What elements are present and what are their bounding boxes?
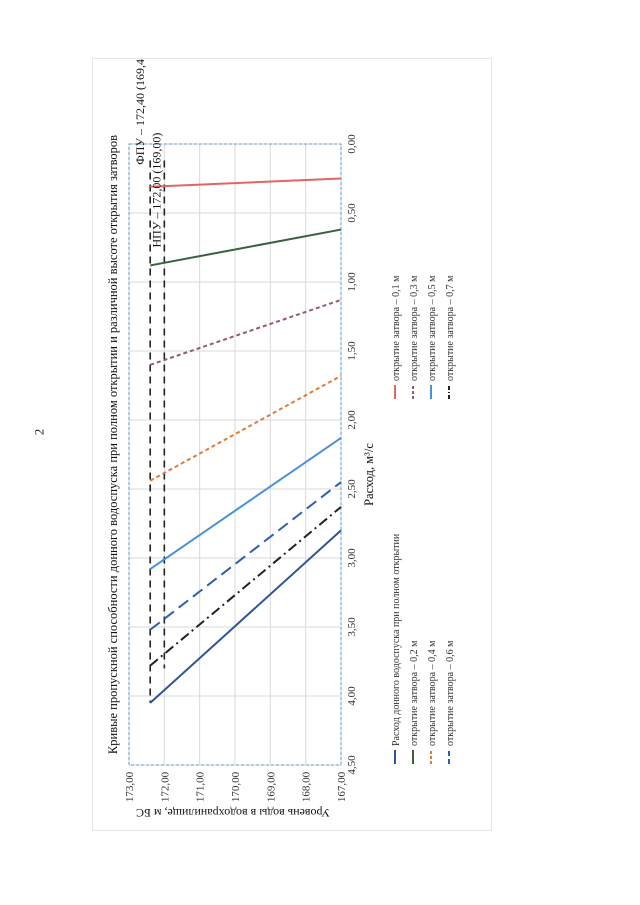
chart: 0,00 0,50 1,00 1,50 2,00 2,50 3,00 3,50 4,00 4,50… <box>106 59 456 820</box>
series-group <box>149 177 342 704</box>
y-tick-label: 172,00 <box>159 771 171 802</box>
reference-lines <box>149 160 166 703</box>
chart-text: 0,00 0,50 1,00 1,50 2,00 2,50 3,00 3,50 4,00 4,50… <box>106 59 456 820</box>
reference-annotation: НПУ – 172,00 (169,00) <box>149 133 163 248</box>
x-tick-label: 0,50 <box>346 203 358 223</box>
legend-label: открытие затвора – 0,2 м <box>409 640 420 746</box>
legend-label: Расход донного водоспуска при полном отк… <box>391 533 402 746</box>
y-tick-label: 169,00 <box>265 771 277 802</box>
chart-title: Кривые пропускной способности донного во… <box>106 135 120 754</box>
x-tick-label: 0,00 <box>346 134 358 154</box>
legend-label: открытие затвора – 0,3 м <box>409 275 420 381</box>
x-tick-label: 3,50 <box>346 617 358 637</box>
series-line <box>149 437 342 570</box>
legend-item: Расход донного водоспуска при полном отк… <box>391 533 402 764</box>
x-tick-label: 1,00 <box>346 272 358 292</box>
series-line <box>150 177 342 188</box>
legend-item: открытие затвора – 0,3 м <box>409 275 420 399</box>
legend-item: открытие затвора – 0,4 м <box>427 640 438 764</box>
legend-label: открытие затвора – 0,6 м <box>445 640 456 746</box>
series-line <box>149 506 342 667</box>
page-number: 2 <box>31 428 47 436</box>
legend-item: открытие затвора – 0,2 м <box>409 640 420 764</box>
y-tick-label: 171,00 <box>195 771 207 802</box>
legend-label: открытие затвора – 0,4 м <box>427 640 438 746</box>
y-tick-label: 173,00 <box>124 771 136 802</box>
y-tick-label: 170,00 <box>230 771 242 802</box>
x-axis-label: Расход, м³/с <box>362 443 376 506</box>
x-tick-label: 4,50 <box>346 755 358 775</box>
series-line <box>149 374 342 482</box>
series-line <box>149 298 342 366</box>
y-tick-label: 168,00 <box>301 771 313 802</box>
y-axis-label: Уровень воды в водохранилище, м БС <box>136 806 330 820</box>
y-tick-label: 167,00 <box>336 771 348 802</box>
x-tick-label: 4,00 <box>346 686 358 706</box>
series-line <box>149 481 342 631</box>
x-tick-label: 1,50 <box>346 341 358 361</box>
plot-border <box>128 143 342 766</box>
reference-annotation: ФПУ – 172,40 (169,40) <box>133 59 147 165</box>
series-line <box>150 228 342 267</box>
legend-label: открытие затвора – 0,5 м <box>427 275 438 381</box>
chart-frame: 0,00 0,50 1,00 1,50 2,00 2,50 3,00 3,50 4,00 4,50… <box>92 58 492 831</box>
legend-label: открытие затвора – 0,1 м <box>391 275 402 381</box>
legend-item: открытие затвора – 0,5 м <box>427 275 438 399</box>
legend-item: открытие затвора – 0,6 м <box>445 640 456 764</box>
series-line <box>149 529 342 704</box>
x-tick-label: 2,50 <box>346 479 358 499</box>
legend-item: открытие затвора – 0,1 м <box>391 275 402 399</box>
legend-item: открытие затвора – 0,7 м <box>445 275 456 399</box>
legend-label: открытие затвора – 0,7 м <box>445 275 456 381</box>
x-tick-label: 3,00 <box>346 548 358 568</box>
x-tick-label: 2,00 <box>346 410 358 430</box>
